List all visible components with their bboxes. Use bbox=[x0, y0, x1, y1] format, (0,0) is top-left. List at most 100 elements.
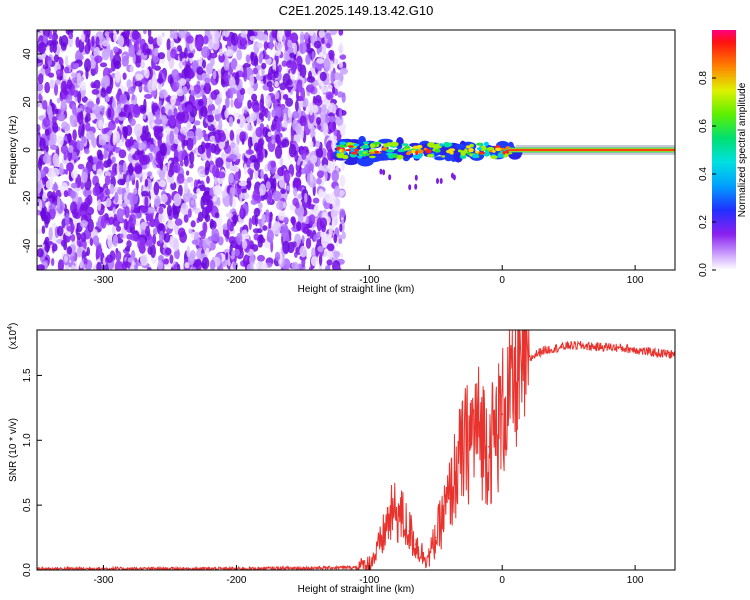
snr-multiplier-exp: 4 bbox=[7, 326, 14, 330]
noise-speckle bbox=[98, 119, 104, 130]
noise-speckle bbox=[146, 48, 151, 55]
noise-speckle bbox=[80, 232, 87, 243]
noise-speckle bbox=[69, 190, 76, 199]
noise-speckle bbox=[338, 62, 344, 69]
multipath-hotspot bbox=[465, 145, 471, 149]
noise-speckle bbox=[160, 193, 168, 203]
noise-speckle bbox=[249, 74, 255, 87]
noise-speckle bbox=[106, 254, 114, 263]
noise-speckle bbox=[316, 177, 322, 185]
noise-speckle bbox=[108, 120, 116, 131]
noise-speckle bbox=[323, 59, 329, 69]
multipath-highlight bbox=[342, 154, 349, 160]
noise-speckle bbox=[196, 188, 201, 195]
noise-speckle bbox=[240, 204, 244, 218]
noise-speckle bbox=[116, 103, 122, 115]
noise-speckle bbox=[313, 204, 319, 217]
snr-data-point bbox=[541, 350, 543, 352]
noise-speckle bbox=[188, 228, 193, 234]
noise-speckle bbox=[258, 53, 263, 64]
noise-speckle bbox=[148, 207, 156, 214]
noise-speckle bbox=[100, 76, 109, 91]
noise-speckle bbox=[311, 50, 315, 60]
noise-speckle bbox=[149, 144, 155, 152]
noise-speckle bbox=[85, 122, 91, 132]
noise-speckle bbox=[277, 64, 282, 73]
noise-speckle bbox=[184, 67, 189, 77]
multipath-highlight bbox=[434, 148, 441, 153]
noise-speckle bbox=[252, 104, 260, 113]
noise-speckle bbox=[283, 51, 291, 62]
noise-speckle bbox=[70, 170, 78, 179]
noise-speckle bbox=[290, 128, 294, 143]
noise-speckle bbox=[253, 158, 260, 171]
noise-speckle bbox=[101, 128, 108, 135]
noise-speckle bbox=[309, 140, 314, 149]
noise-speckle bbox=[107, 108, 112, 119]
noise-speckle bbox=[304, 32, 310, 40]
noise-speckle bbox=[190, 199, 195, 206]
noise-speckle bbox=[66, 246, 73, 255]
noise-speckle bbox=[154, 195, 161, 208]
noise-speckle bbox=[340, 126, 346, 137]
noise-speckle bbox=[241, 37, 247, 46]
noise-speckle bbox=[270, 160, 277, 168]
noise-speckle bbox=[48, 227, 53, 241]
noise-speckle bbox=[176, 82, 180, 88]
noise-speckle bbox=[50, 133, 54, 143]
noise-speckle bbox=[330, 70, 335, 85]
snr-data-point bbox=[355, 566, 357, 569]
noise-speckle bbox=[283, 171, 291, 184]
noise-speckle bbox=[152, 233, 157, 245]
noise-speckle bbox=[60, 144, 68, 155]
multipath-hotspot bbox=[425, 149, 432, 154]
y-tick-label: 0.0 bbox=[22, 563, 33, 577]
noise-speckle bbox=[231, 58, 238, 70]
noise-speckle bbox=[150, 244, 157, 258]
noise-speckle bbox=[112, 46, 119, 53]
noise-speckle bbox=[219, 48, 224, 57]
noise-speckle bbox=[206, 147, 212, 159]
noise-speckle bbox=[64, 55, 69, 68]
noise-speckle bbox=[176, 173, 185, 184]
noise-speckle bbox=[242, 239, 248, 250]
noise-speckle bbox=[258, 202, 263, 209]
multipath-highlight bbox=[498, 153, 504, 158]
noise-speckle bbox=[271, 138, 275, 145]
noise-speckle bbox=[249, 253, 256, 266]
noise-speckle bbox=[337, 91, 344, 98]
noise-speckle bbox=[47, 191, 53, 199]
noise-speckle bbox=[99, 192, 105, 199]
noise-speckle bbox=[284, 30, 292, 38]
noise-speckle bbox=[39, 137, 46, 152]
noise-speckle bbox=[103, 160, 110, 169]
multipath-drip bbox=[439, 178, 443, 184]
noise-speckle bbox=[95, 244, 103, 258]
noise-speckle bbox=[295, 201, 300, 209]
colorbar-ticks: 0.0 0.2 0.4 0.6 0.8 bbox=[698, 71, 716, 277]
noise-speckle bbox=[58, 162, 64, 176]
noise-speckle bbox=[129, 65, 134, 73]
noise-speckle bbox=[328, 116, 337, 123]
noise-speckle bbox=[286, 185, 290, 191]
noise-speckle bbox=[133, 187, 138, 195]
spectrogram-noise-region bbox=[37, 30, 348, 270]
noise-speckle bbox=[104, 171, 111, 178]
noise-speckle bbox=[119, 93, 128, 104]
noise-speckle bbox=[144, 93, 153, 99]
noise-speckle bbox=[112, 207, 116, 214]
snr-data-point bbox=[494, 433, 497, 435]
noise-speckle bbox=[281, 60, 288, 67]
noise-speckle bbox=[214, 129, 222, 143]
noise-speckle bbox=[95, 97, 100, 105]
noise-speckle bbox=[260, 262, 268, 270]
noise-speckle bbox=[113, 60, 122, 70]
noise-speckle bbox=[68, 32, 74, 40]
noise-speckle bbox=[84, 58, 92, 72]
noise-speckle bbox=[333, 266, 342, 270]
multipath-blob bbox=[438, 148, 447, 154]
noise-speckle bbox=[295, 99, 299, 112]
noise-speckle bbox=[173, 193, 182, 207]
noise-speckle bbox=[159, 89, 165, 99]
